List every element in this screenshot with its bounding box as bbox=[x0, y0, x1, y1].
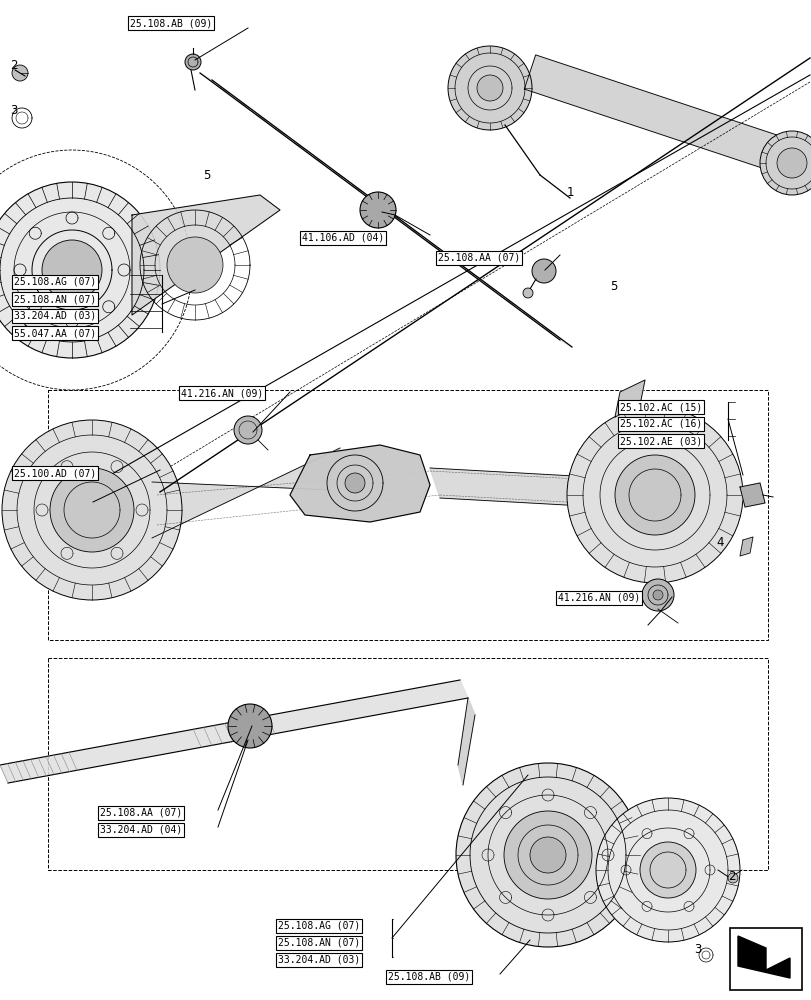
Text: 2: 2 bbox=[11, 59, 18, 72]
Circle shape bbox=[642, 579, 673, 611]
Text: 4: 4 bbox=[715, 536, 723, 550]
Circle shape bbox=[50, 468, 134, 552]
Text: 25.108.AA (07): 25.108.AA (07) bbox=[437, 253, 520, 263]
Text: 41.106.AD (04): 41.106.AD (04) bbox=[302, 233, 384, 243]
Polygon shape bbox=[152, 448, 340, 538]
Text: 33.204.AD (04): 33.204.AD (04) bbox=[100, 825, 182, 835]
Text: 25.108.AG (07): 25.108.AG (07) bbox=[14, 277, 97, 287]
Circle shape bbox=[504, 811, 591, 899]
Polygon shape bbox=[290, 445, 430, 522]
Circle shape bbox=[595, 798, 739, 942]
Polygon shape bbox=[430, 468, 620, 508]
Circle shape bbox=[566, 407, 742, 583]
Circle shape bbox=[727, 873, 737, 883]
Text: 5: 5 bbox=[610, 279, 617, 292]
Circle shape bbox=[456, 763, 639, 947]
Text: 55.047.AA (07): 55.047.AA (07) bbox=[14, 328, 97, 338]
Text: 25.102.AE (03): 25.102.AE (03) bbox=[620, 436, 702, 446]
Circle shape bbox=[522, 288, 532, 298]
Text: 2: 2 bbox=[727, 870, 735, 883]
Circle shape bbox=[759, 131, 811, 195]
Text: 25.108.AG (07): 25.108.AG (07) bbox=[277, 921, 360, 931]
Text: 33.204.AD (03): 33.204.AD (03) bbox=[277, 955, 360, 965]
Text: 25.102.AC (15): 25.102.AC (15) bbox=[620, 402, 702, 412]
Text: 25.108.AB (09): 25.108.AB (09) bbox=[130, 18, 212, 28]
Text: 41.216.AN (09): 41.216.AN (09) bbox=[181, 388, 263, 398]
Polygon shape bbox=[0, 680, 467, 783]
Text: 3: 3 bbox=[11, 104, 18, 117]
Text: 3: 3 bbox=[693, 943, 701, 956]
Circle shape bbox=[652, 590, 663, 600]
Polygon shape bbox=[737, 936, 789, 978]
Polygon shape bbox=[200, 73, 571, 347]
Circle shape bbox=[614, 455, 694, 535]
Polygon shape bbox=[739, 537, 752, 556]
Text: 25.108.AB (09): 25.108.AB (09) bbox=[388, 972, 470, 982]
Circle shape bbox=[42, 240, 102, 300]
Polygon shape bbox=[739, 483, 764, 507]
Circle shape bbox=[185, 54, 201, 70]
Text: 5: 5 bbox=[203, 169, 210, 182]
Circle shape bbox=[530, 837, 565, 873]
Circle shape bbox=[476, 75, 502, 101]
Circle shape bbox=[776, 148, 806, 178]
Circle shape bbox=[228, 704, 272, 748]
Text: 41.216.AN (09): 41.216.AN (09) bbox=[557, 593, 639, 603]
Circle shape bbox=[345, 473, 365, 493]
Circle shape bbox=[12, 65, 28, 81]
Circle shape bbox=[531, 259, 556, 283]
Text: 25.108.AN (07): 25.108.AN (07) bbox=[277, 938, 360, 948]
Text: 1: 1 bbox=[565, 186, 573, 200]
Text: 25.102.AC (16): 25.102.AC (16) bbox=[620, 419, 702, 429]
Text: 25.100.AD (07): 25.100.AD (07) bbox=[14, 468, 97, 478]
Polygon shape bbox=[132, 195, 280, 315]
Circle shape bbox=[448, 46, 531, 130]
Text: 25.108.AA (07): 25.108.AA (07) bbox=[100, 808, 182, 818]
Polygon shape bbox=[457, 698, 474, 785]
Circle shape bbox=[0, 182, 160, 358]
Circle shape bbox=[2, 420, 182, 600]
Circle shape bbox=[234, 416, 262, 444]
Text: 33.204.AD (03): 33.204.AD (03) bbox=[14, 311, 97, 321]
Polygon shape bbox=[614, 380, 644, 417]
Circle shape bbox=[639, 842, 695, 898]
Circle shape bbox=[167, 237, 223, 293]
Bar bbox=[729, 928, 801, 990]
Polygon shape bbox=[524, 55, 785, 172]
Text: 25.108.AN (07): 25.108.AN (07) bbox=[14, 294, 97, 304]
Circle shape bbox=[359, 192, 396, 228]
